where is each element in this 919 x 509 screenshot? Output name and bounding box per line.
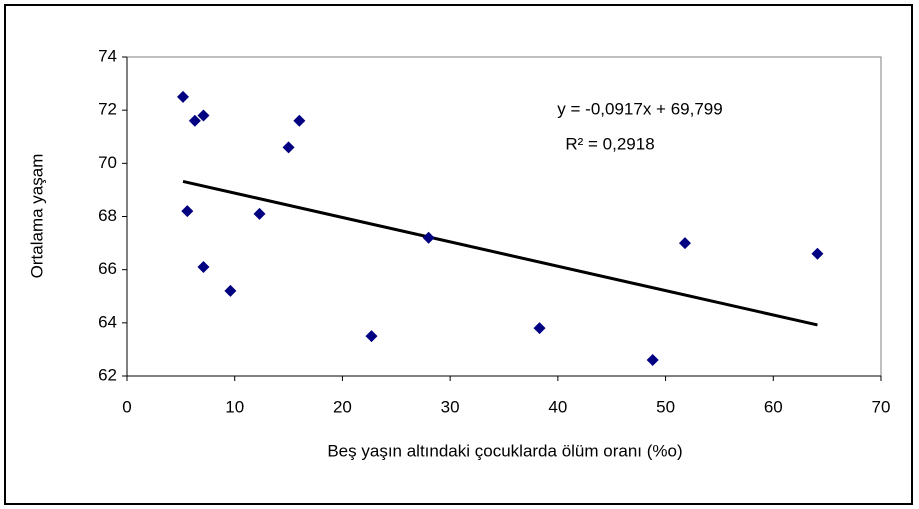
point bbox=[177, 90, 190, 103]
x-tick-label: 10 bbox=[225, 397, 244, 416]
trendline bbox=[182, 179, 818, 327]
y-tick-label: 70 bbox=[98, 153, 117, 172]
plot-area bbox=[126, 56, 882, 377]
equation: y = -0,0917x + 69,799 bbox=[557, 99, 722, 118]
r-squared: R² = 0,2918 bbox=[565, 134, 654, 153]
point bbox=[282, 141, 295, 154]
point bbox=[811, 247, 824, 260]
point bbox=[365, 330, 378, 343]
x-axis-label: Beş yaşın altındaki çocuklarda ölüm oran… bbox=[327, 441, 682, 460]
y-tick-label: 64 bbox=[98, 312, 117, 331]
y-tick-label: 68 bbox=[98, 206, 117, 225]
x-tick-label: 50 bbox=[656, 397, 675, 416]
point bbox=[253, 207, 266, 220]
y-tick-label: 66 bbox=[98, 259, 117, 278]
point bbox=[197, 261, 210, 274]
y-tick-label: 74 bbox=[98, 46, 117, 65]
point bbox=[533, 322, 546, 335]
point bbox=[197, 109, 210, 122]
point bbox=[422, 231, 435, 244]
y-tick-label: 72 bbox=[98, 100, 117, 119]
y-axis-label: Ortalama yaşam bbox=[27, 154, 46, 279]
x-tick-label: 60 bbox=[764, 397, 783, 416]
point bbox=[224, 284, 237, 297]
y-tick-label: 62 bbox=[98, 365, 117, 384]
point bbox=[293, 114, 306, 127]
point bbox=[181, 205, 194, 218]
x-tick-label: 0 bbox=[122, 397, 131, 416]
point bbox=[678, 237, 691, 250]
x-tick-label: 20 bbox=[333, 397, 352, 416]
x-tick-label: 70 bbox=[872, 397, 891, 416]
point bbox=[646, 354, 659, 367]
point bbox=[188, 114, 201, 127]
x-tick-label: 30 bbox=[441, 397, 460, 416]
x-tick-label: 40 bbox=[548, 397, 567, 416]
